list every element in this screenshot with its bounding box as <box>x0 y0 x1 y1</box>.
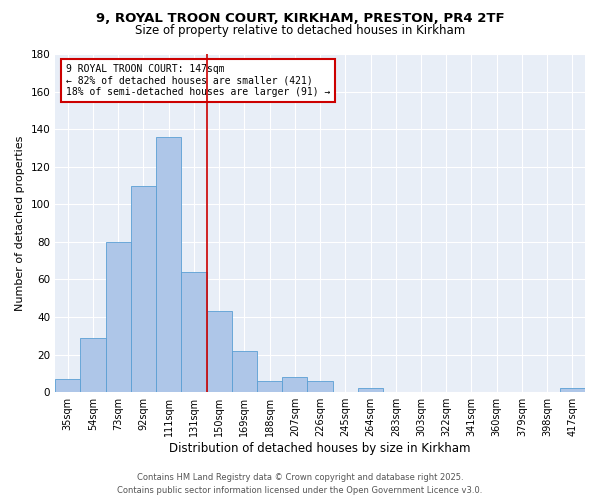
Bar <box>206 312 232 392</box>
Bar <box>156 136 181 392</box>
Text: Size of property relative to detached houses in Kirkham: Size of property relative to detached ho… <box>135 24 465 37</box>
Y-axis label: Number of detached properties: Number of detached properties <box>15 136 25 311</box>
Bar <box>80 338 106 392</box>
Bar <box>131 186 156 392</box>
Bar <box>55 379 80 392</box>
Text: Contains HM Land Registry data © Crown copyright and database right 2025.
Contai: Contains HM Land Registry data © Crown c… <box>118 474 482 495</box>
Bar <box>560 388 585 392</box>
Bar <box>181 272 206 392</box>
Bar <box>307 381 332 392</box>
Bar <box>232 351 257 392</box>
X-axis label: Distribution of detached houses by size in Kirkham: Distribution of detached houses by size … <box>169 442 471 455</box>
Text: 9 ROYAL TROON COURT: 147sqm
← 82% of detached houses are smaller (421)
18% of se: 9 ROYAL TROON COURT: 147sqm ← 82% of det… <box>66 64 330 98</box>
Bar <box>358 388 383 392</box>
Bar <box>257 381 282 392</box>
Text: 9, ROYAL TROON COURT, KIRKHAM, PRESTON, PR4 2TF: 9, ROYAL TROON COURT, KIRKHAM, PRESTON, … <box>95 12 505 26</box>
Bar <box>106 242 131 392</box>
Bar <box>282 377 307 392</box>
